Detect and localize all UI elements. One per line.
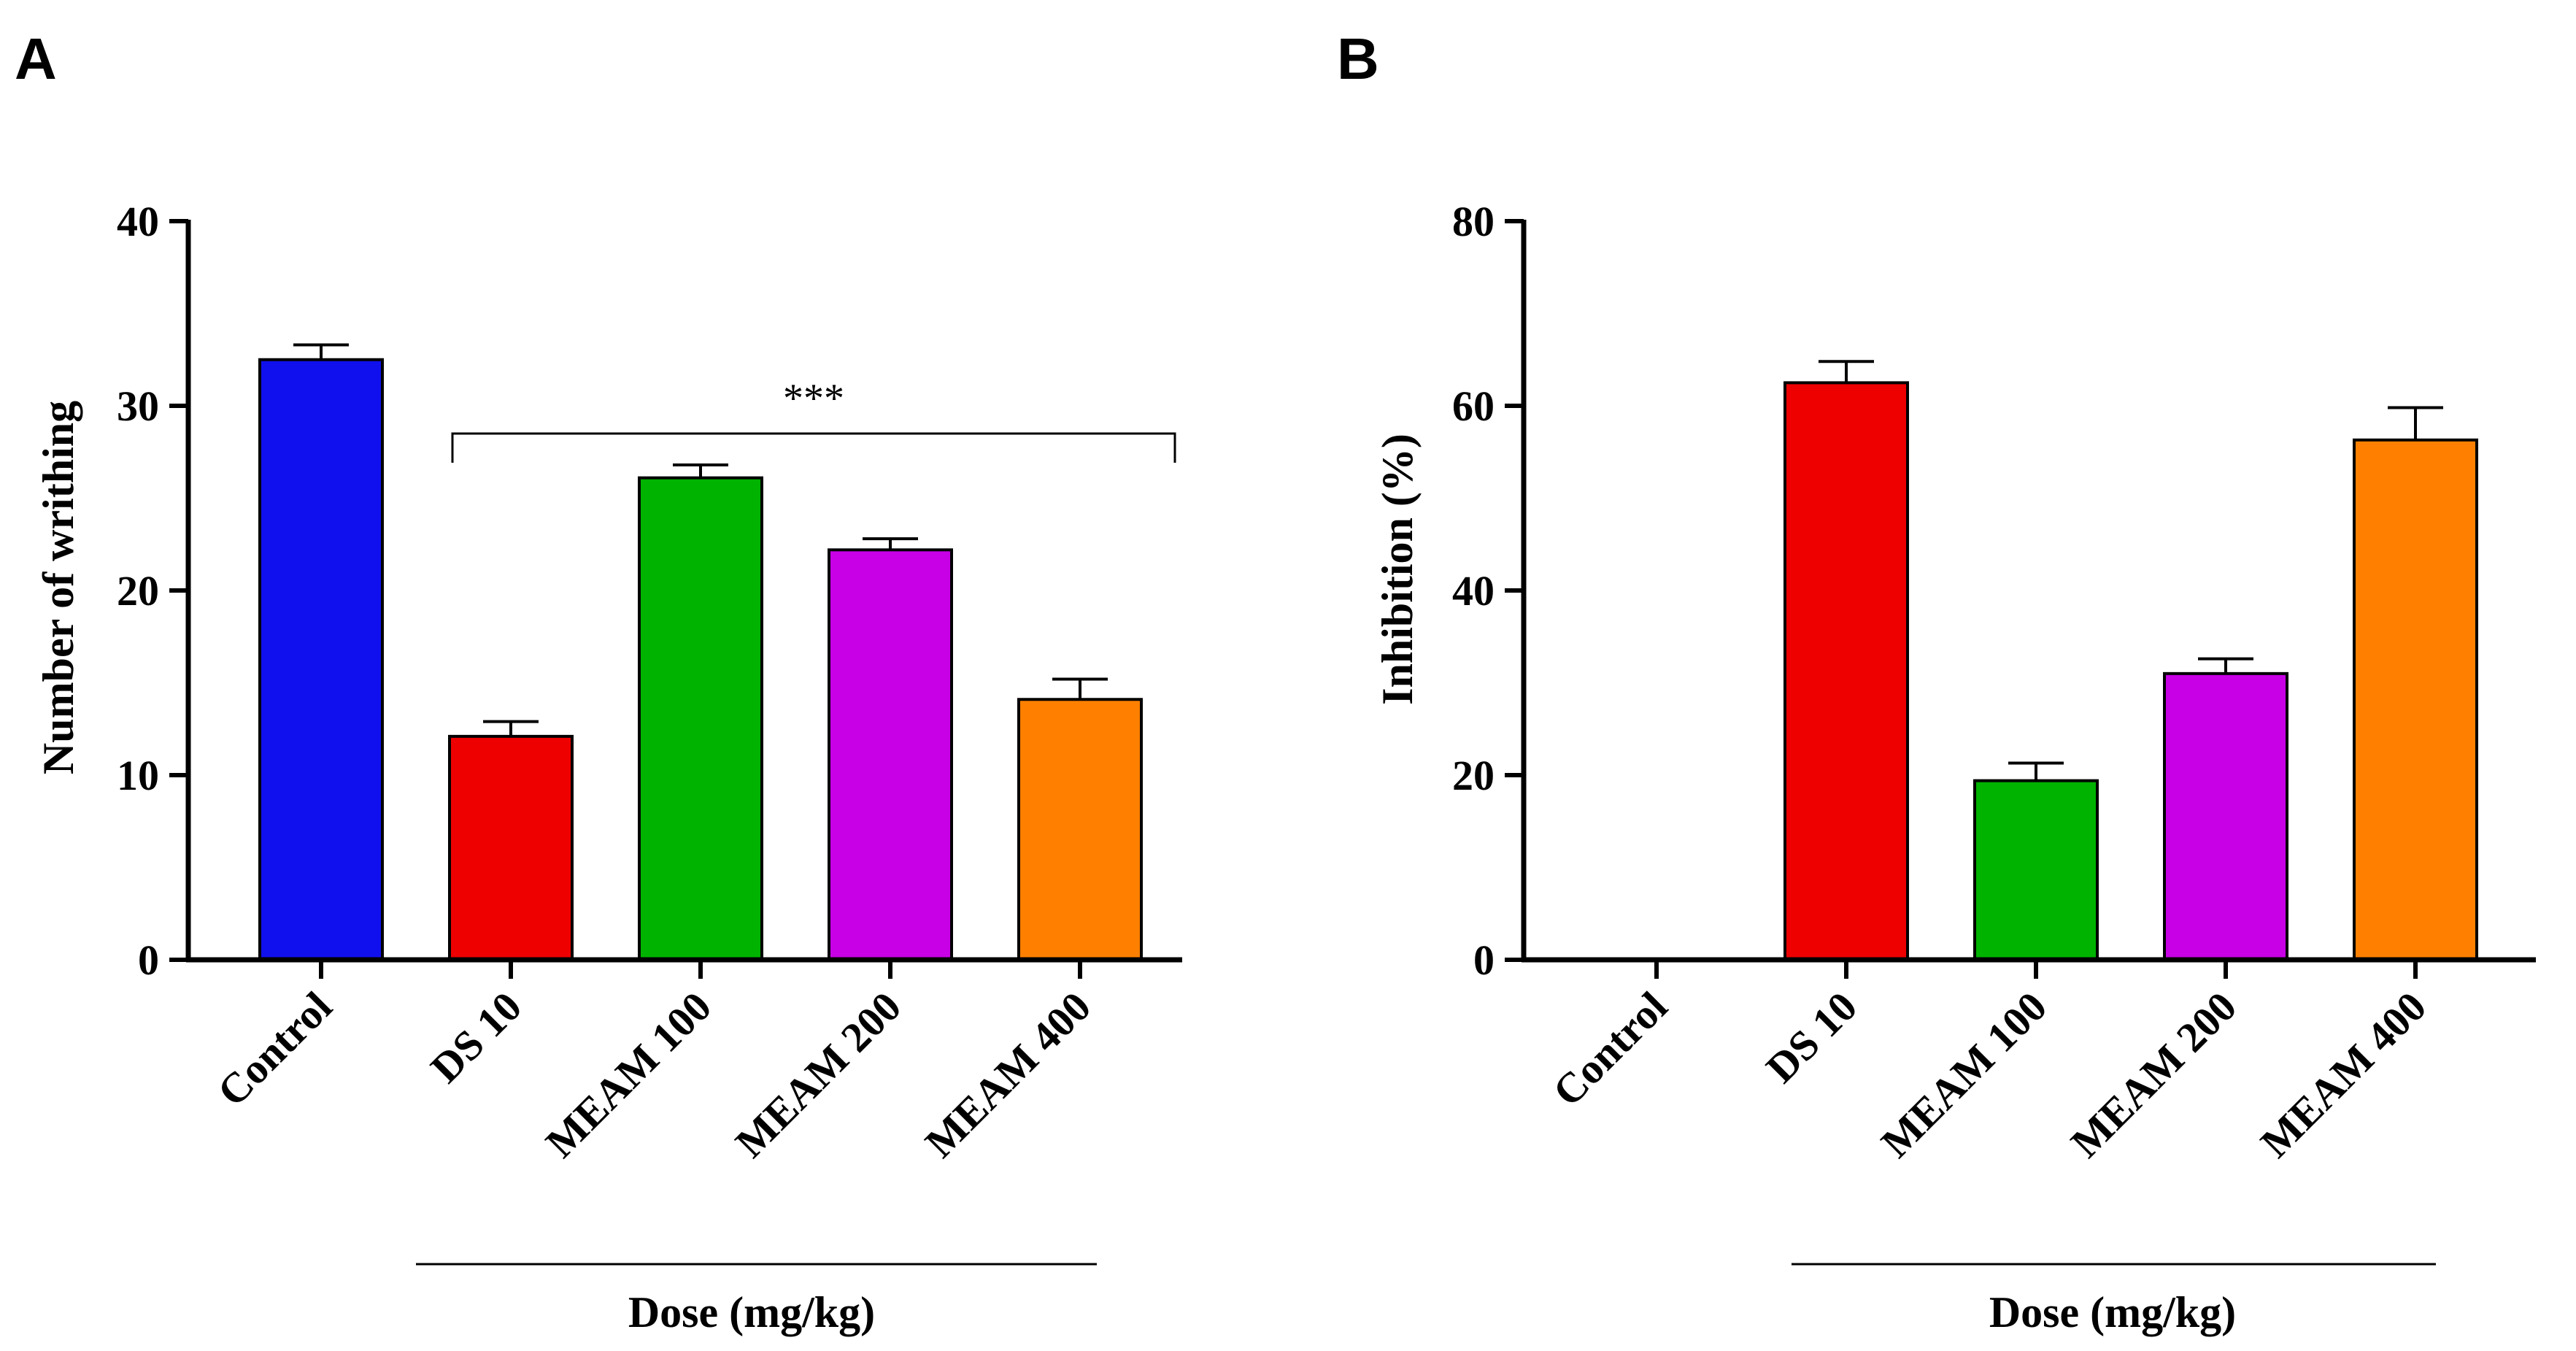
- bar-meam-200-a: [828, 548, 953, 961]
- significance-label: ***: [783, 376, 844, 421]
- x-tick-label-meam-200-a: MEAM 200: [726, 982, 910, 1166]
- panel-label-a: A: [15, 26, 57, 91]
- bar-meam-400-a: [1017, 698, 1143, 962]
- x-axis-title-a: Dose (mg/kg): [628, 1288, 875, 1336]
- x-tick-label-meam-200-b: MEAM 200: [2062, 982, 2245, 1166]
- y-tick-label-a: 30: [117, 382, 159, 430]
- x-tick-label-control-a: Control: [208, 982, 341, 1115]
- panel-a: A 0 10 20 30 40 Control DS 10 MEAM 100 MEAM 200 M…: [15, 26, 1182, 1336]
- error-bar-ds-10-a: [483, 720, 539, 736]
- y-tick-label-a: 40: [117, 198, 159, 245]
- panel-label-b: B: [1337, 26, 1379, 91]
- x-tick-label-meam-100-a: MEAM 100: [536, 982, 720, 1166]
- error-bar-ds-10-b: [1819, 360, 1874, 383]
- error-bar-meam-200-b: [2198, 657, 2253, 674]
- y-tick-label-a: 20: [117, 567, 159, 615]
- y-tick-label-b: 20: [1452, 752, 1495, 799]
- y-axis-title-b: Inhibition (%): [1373, 434, 1422, 705]
- y-axis-title-a: Number of writhing: [34, 401, 82, 774]
- x-tick-label-control-b: Control: [1543, 982, 1676, 1115]
- y-tick-label-b: 60: [1452, 382, 1495, 430]
- x-tick-label-ds-10-a: DS 10: [422, 982, 531, 1092]
- y-tick-label-a: 0: [138, 936, 159, 984]
- y-tick-label-a: 10: [117, 752, 159, 799]
- bar-meam-100-a: [638, 476, 763, 961]
- error-bar-meam-400-b: [2388, 406, 2443, 440]
- y-tick-label-b: 40: [1452, 567, 1495, 615]
- bar-control-a: [258, 358, 384, 961]
- x-tick-label-meam-100-b: MEAM 100: [1872, 982, 2056, 1166]
- y-tick-label-b: 80: [1452, 198, 1495, 245]
- significance-bracket: ***: [451, 376, 1176, 463]
- x-tick-label-meam-400-a: MEAM 400: [916, 982, 1100, 1166]
- x-tick-label-ds-10-b: DS 10: [1757, 982, 1867, 1092]
- error-bar-meam-100-b: [2008, 761, 2064, 781]
- bar-ds-10-a: [448, 734, 574, 961]
- bar-ds-10-b: [1783, 381, 1909, 961]
- y-tick-label-b: 0: [1473, 936, 1495, 984]
- error-bar-meam-400-a: [1052, 677, 1108, 700]
- bar-meam-100-b: [1973, 779, 2099, 961]
- x-axis-title-b: Dose (mg/kg): [1989, 1288, 2236, 1336]
- error-bar-control-a: [293, 343, 349, 360]
- error-bar-meam-100-a: [673, 463, 728, 478]
- panel-b: B 0 20 40 60 80 Control DS 10 MEAM 100 MEAM 200 M…: [1337, 26, 2536, 1336]
- bar-meam-400-b: [2353, 438, 2478, 961]
- bar-meam-200-b: [2163, 671, 2288, 961]
- x-tick-label-meam-400-b: MEAM 400: [2251, 982, 2435, 1166]
- error-bar-meam-200-a: [863, 537, 918, 550]
